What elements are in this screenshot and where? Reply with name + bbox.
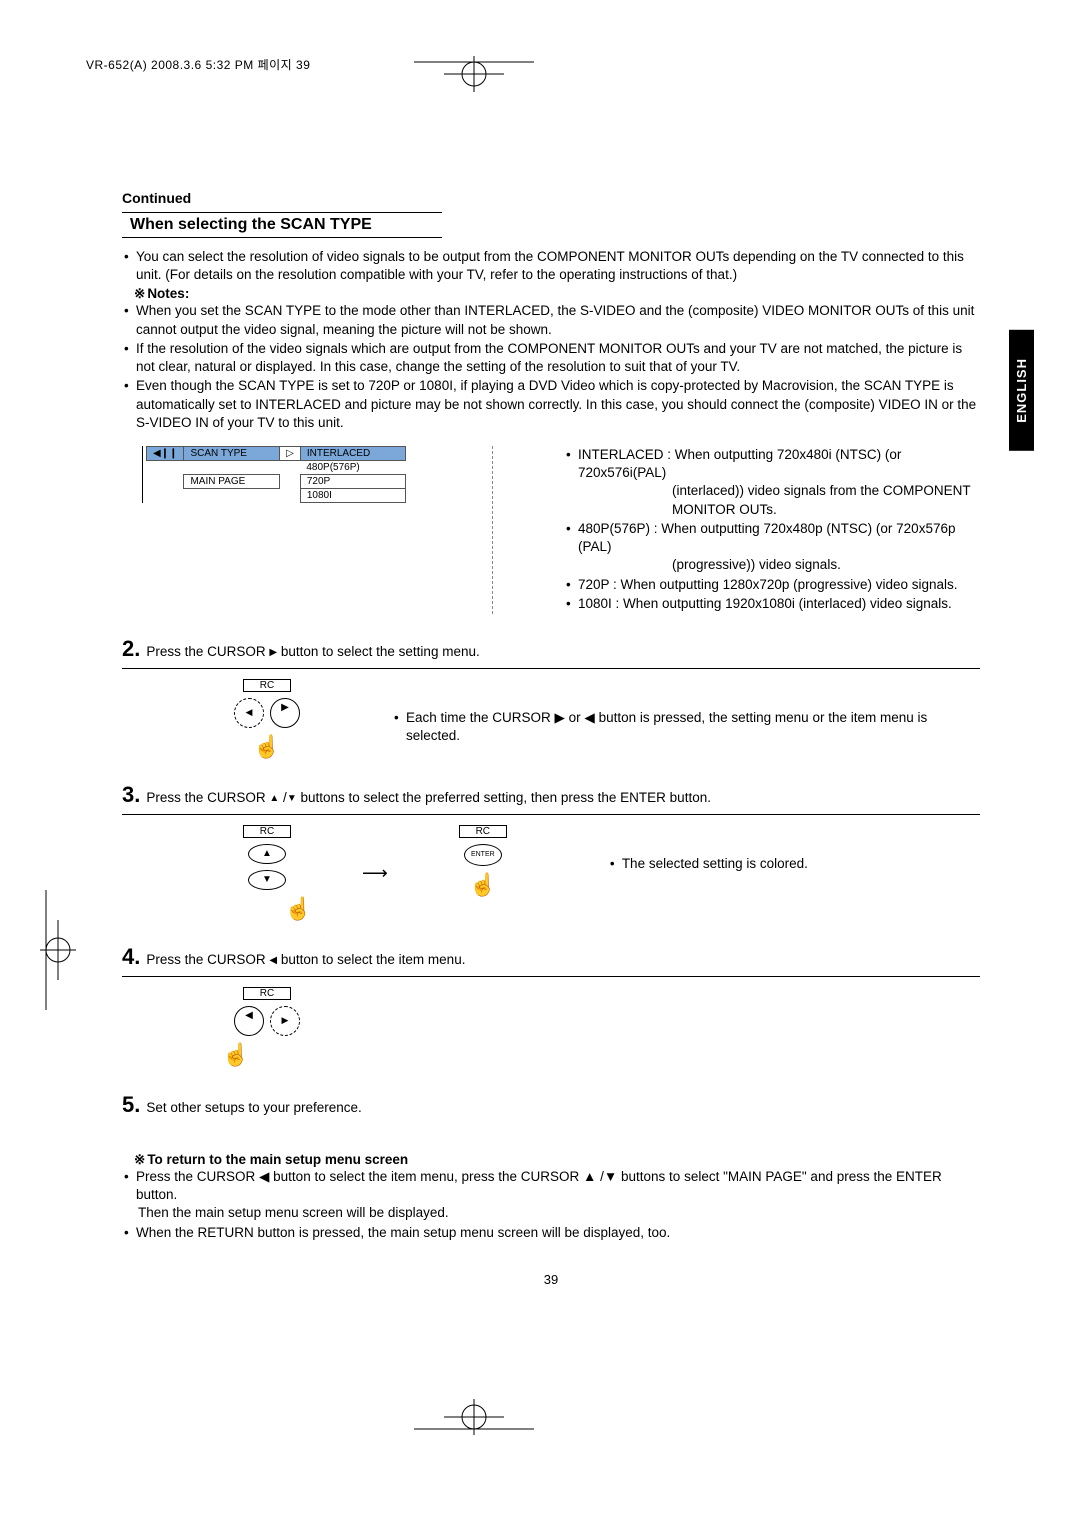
return-list: Press the CURSOR ◀ button to select the … [122, 1168, 980, 1242]
enter-button: ENTER [464, 844, 502, 866]
continued-label: Continued [122, 190, 980, 206]
step-text: Press the CURSOR ◀ button to select the … [146, 952, 465, 967]
remote-diagram: RC ◀ ▶ ☝ [222, 679, 312, 760]
step-note: Each time the CURSOR ▶ or ◀ button is pr… [404, 709, 980, 745]
step-5: 5. Set other setups to your preference. [122, 1090, 980, 1124]
step-text: Set other setups to your preference. [146, 1100, 361, 1115]
menu-main-page: MAIN PAGE [184, 474, 280, 488]
hand-icon: ☝ [222, 734, 312, 760]
desc-item: INTERLACED : When outputting 720x480i (N… [576, 446, 980, 519]
rc-label: RC [243, 679, 291, 692]
step-3: 3. Press the CURSOR ▲ /▼ buttons to sele… [122, 782, 980, 922]
divider [492, 446, 504, 614]
note-item: When you set the SCAN TYPE to the mode o… [134, 302, 980, 338]
return-item: Press the CURSOR ◀ button to select the … [134, 1168, 980, 1223]
step-number: 3. [122, 782, 140, 808]
section-title: When selecting the SCAN TYPE [122, 212, 442, 238]
hand-icon: ☝ [438, 872, 528, 898]
menu-scan-type: SCAN TYPE [184, 446, 280, 460]
intro-item: You can select the resolution of video s… [134, 248, 980, 284]
remote-diagram: RC ENTER ☝ [438, 825, 528, 898]
step-text: Press the CURSOR ▲ /▼ buttons to select … [146, 790, 711, 805]
arrow-icon: ⟶ [362, 863, 388, 884]
cursor-up-button: ▲ [248, 844, 286, 864]
cursor-down-button: ▼ [248, 870, 286, 890]
rc-label: RC [243, 825, 291, 838]
step-2: 2. Press the CURSOR ▶ button to select t… [122, 636, 980, 760]
menu-option: 480P(576P) [300, 460, 405, 474]
rc-label: RC [243, 987, 291, 1000]
header-text: VR-652(A) 2008.3.6 5:32 PM 페이지 39 [86, 56, 310, 73]
cursor-up-icon: ▲ [269, 793, 279, 804]
step-text: Press the CURSOR ▶ button to select the … [146, 644, 479, 659]
menu-option: INTERLACED [300, 446, 405, 460]
remote-diagram: RC ◀ ▶ ☝ [222, 987, 312, 1068]
cursor-left-icon: ◀ [269, 955, 277, 966]
page-number: 39 [122, 1272, 980, 1287]
note-item: If the resolution of the video signals w… [134, 340, 980, 376]
return-heading: To return to the main setup menu screen [134, 1152, 980, 1168]
cursor-left-icon: ◀ [234, 698, 264, 728]
remote-diagram: RC ▲ ▼ ☝ [222, 825, 312, 922]
cursor-right-icon: ▶ [270, 1006, 300, 1036]
step-note: The selected setting is colored. [620, 855, 980, 873]
crop-mark-left [40, 890, 76, 1010]
desc-item: 1080I : When outputting 1920x1080i (inte… [576, 595, 980, 613]
crop-mark-bottom [414, 1399, 534, 1435]
crop-mark-top [414, 56, 534, 92]
language-tab: ENGLISH [1009, 330, 1034, 451]
intro-list: You can select the resolution of video s… [122, 248, 980, 284]
hand-icon: ☝ [222, 896, 312, 922]
desc-item: 720P : When outputting 1280x720p (progre… [576, 576, 980, 594]
step-number: 5. [122, 1092, 140, 1118]
notes-list: When you set the SCAN TYPE to the mode o… [122, 302, 980, 432]
scan-description-list: INTERLACED : When outputting 720x480i (N… [564, 446, 980, 613]
menu-option: 1080I [300, 488, 405, 502]
rc-label: RC [459, 825, 507, 838]
note-item: Even though the SCAN TYPE is set to 720P… [134, 377, 980, 432]
menu-icon: ◀❙❙ [147, 446, 184, 460]
hand-icon: ☝ [222, 1042, 312, 1068]
scan-type-menu-diagram: ◀❙❙ SCAN TYPE ▷ INTERLACED 480P(576P) MA… [122, 446, 432, 614]
step-4: 4. Press the CURSOR ◀ button to select t… [122, 944, 980, 1068]
cursor-right-button: ▶ [270, 698, 300, 728]
step-number: 2. [122, 636, 140, 662]
notes-label: Notes: [134, 286, 980, 302]
desc-item: 480P(576P) : When outputting 720x480p (N… [576, 520, 980, 575]
step-number: 4. [122, 944, 140, 970]
cursor-right-icon: ▶ [269, 647, 277, 658]
cursor-down-icon: ▼ [287, 793, 297, 804]
menu-option: 720P [300, 474, 405, 488]
cursor-left-button: ◀ [234, 1006, 264, 1036]
page-content: Continued When selecting the SCAN TYPE Y… [122, 190, 980, 1287]
return-item: When the RETURN button is pressed, the m… [134, 1224, 980, 1242]
